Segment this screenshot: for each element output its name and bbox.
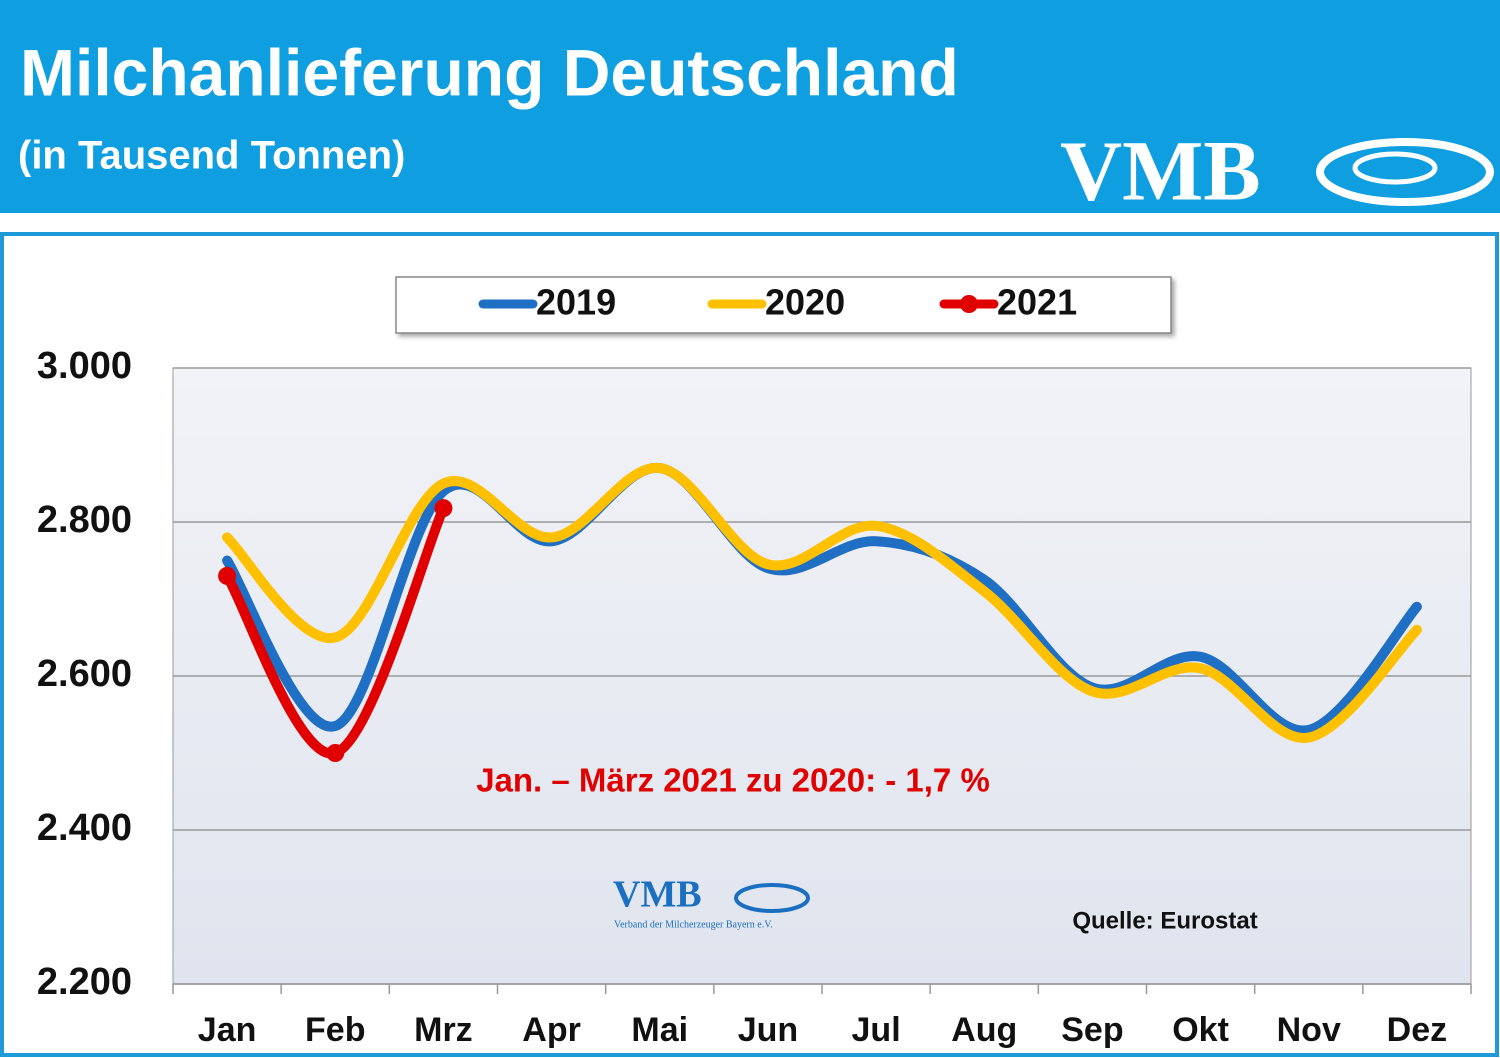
logo-swoosh (1352, 151, 1438, 185)
watermark-logo: VMB (613, 874, 702, 916)
legend-label: 2019 (536, 282, 616, 323)
title: Milchanlieferung Deutschland (20, 35, 959, 109)
y-tick-label: 2.600 (37, 653, 132, 695)
x-tick-label: Jun (738, 1011, 798, 1049)
legend-label: 2020 (765, 282, 845, 323)
y-tick-label: 2.400 (37, 807, 132, 849)
logo: VMB (1060, 123, 1261, 219)
x-tick-label: Apr (522, 1011, 581, 1049)
marker (218, 566, 237, 585)
legend-label: 2021 (997, 282, 1077, 323)
annotation: Jan. – März 2021 zu 2020: - 1,7 % (476, 762, 990, 799)
x-tick-label: Dez (1387, 1011, 1447, 1049)
marker (434, 499, 453, 518)
x-tick-label: Feb (305, 1011, 365, 1049)
x-tick-label: Jul (852, 1011, 901, 1049)
x-axis-ticks (172, 984, 1472, 994)
x-tick-label: Nov (1277, 1011, 1341, 1049)
x-tick-label: Mrz (414, 1011, 473, 1049)
y-tick-label: 3.000 (37, 345, 132, 387)
marker (326, 744, 345, 762)
header (0, 0, 1500, 213)
x-tick-label: Jan (198, 1011, 257, 1049)
x-tick-label: Sep (1061, 1011, 1123, 1049)
source: Quelle: Eurostat (1072, 907, 1257, 934)
x-tick-label: Okt (1172, 1011, 1229, 1049)
series-line (222, 463, 1422, 743)
logo-swoosh (1316, 138, 1494, 206)
watermark-swoosh (734, 883, 810, 913)
y-tick-label: 2.200 (37, 961, 132, 1003)
y-tick-label: 2.800 (37, 499, 132, 541)
x-tick-label: Aug (951, 1011, 1017, 1049)
x-tick-label: Mai (631, 1011, 688, 1049)
subtitle: (in Tausend Tonnen) (18, 134, 405, 178)
legend-marker (960, 295, 978, 313)
watermark-text: Verband der Milcherzeuger Bayern e.V. (614, 919, 773, 930)
